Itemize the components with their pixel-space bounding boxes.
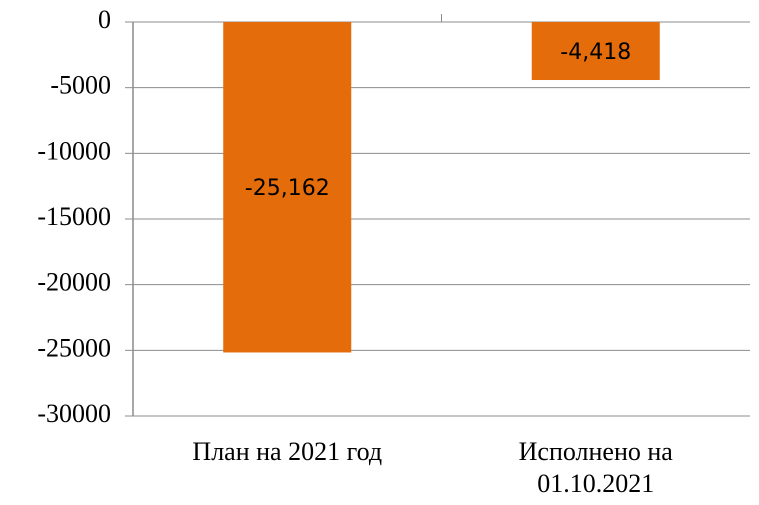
y-tick-label: -25000 xyxy=(37,333,111,362)
data-label: -4,418 xyxy=(560,40,631,65)
y-tick-label: 0 xyxy=(98,5,111,34)
x-tick-label: Исполнено на 01.10.2021 xyxy=(518,437,673,498)
y-tick-label: -20000 xyxy=(37,268,111,297)
y-tick-label: -5000 xyxy=(50,71,111,100)
data-label: -25,162 xyxy=(245,176,330,201)
y-tick-label: -15000 xyxy=(37,202,111,231)
x-tick-label: План на 2021 год xyxy=(192,437,383,466)
y-tick-label: -30000 xyxy=(37,399,111,428)
y-tick-label: -10000 xyxy=(37,136,111,165)
bar xyxy=(223,22,352,353)
bar xyxy=(531,22,660,81)
